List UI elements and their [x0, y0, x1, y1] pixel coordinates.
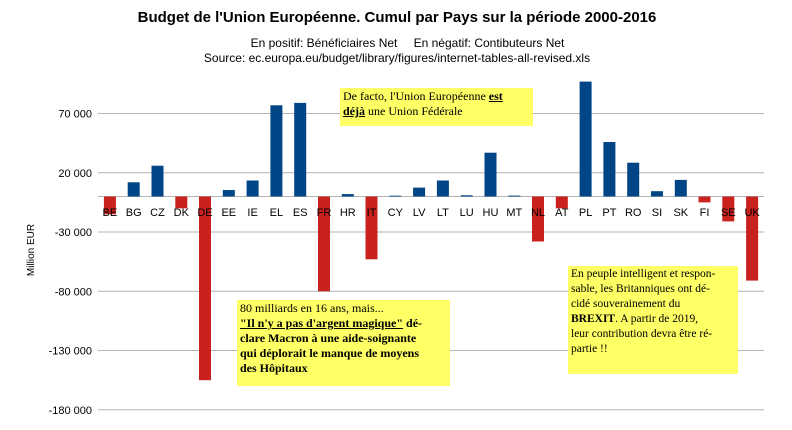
- bar-lu: [460, 195, 473, 197]
- chart-source: Source: ec.europa.eu/budget/library/figu…: [204, 51, 590, 65]
- bar-cz: [151, 165, 164, 197]
- y-tick-label: -180 000: [49, 405, 92, 417]
- x-tick-label: BE: [103, 207, 118, 219]
- annotation-macron-line2: dé-: [403, 316, 423, 330]
- bar-be: [103, 196, 116, 215]
- annotation-brexit-word: BREXIT: [571, 313, 616, 325]
- x-tick-label: MT: [506, 207, 522, 219]
- annotation-federal-pre: De facto, l'Union Européenne: [343, 89, 489, 103]
- bar-uk: [746, 196, 759, 281]
- annotation-brexit-line4: . A partir de 2019,: [615, 313, 699, 325]
- subtitle-positive: En positif: Bénéficiaires Net: [251, 36, 398, 50]
- bar-mt: [508, 195, 521, 197]
- x-tick-label: PT: [602, 207, 616, 219]
- x-tick-label: AT: [555, 207, 569, 219]
- bar-hr: [341, 194, 354, 197]
- bar-hu: [484, 152, 497, 197]
- bar-nl: [532, 196, 544, 242]
- bar-de: [199, 196, 211, 381]
- y-tick-label: -80 000: [55, 286, 92, 298]
- annotation-macron-quote: "Il n'y a pas d'argent magique": [240, 316, 404, 330]
- annotation-macron: 80 milliards en 16 ans, mais... "Il n'y …: [237, 300, 450, 386]
- bar-ro: [627, 162, 640, 197]
- x-tick-label: PL: [579, 207, 592, 219]
- subtitle-negative: En négatif: Contibuteurs Net: [414, 36, 565, 50]
- annotation-brexit-line1: En peuple intelligent et respon-: [571, 268, 716, 280]
- bar-ie: [246, 180, 259, 197]
- x-tick-label: NL: [531, 207, 545, 219]
- annotation-brexit-line3: cidé souverainement du: [571, 298, 681, 310]
- bar-dk: [175, 196, 188, 209]
- x-tick-label: FR: [317, 207, 332, 219]
- y-tick-label: 20 000: [58, 168, 92, 180]
- x-tick-label: DE: [197, 207, 212, 219]
- y-axis-title: Million EUR: [26, 224, 37, 276]
- x-tick-label: DK: [174, 207, 190, 219]
- bar-fr: [318, 196, 330, 292]
- x-tick-label: LV: [413, 207, 426, 219]
- annotation-federal-deja: déjà: [343, 104, 365, 118]
- x-tick-label: ES: [293, 207, 308, 219]
- bar-cy: [389, 195, 402, 197]
- chart-title: Budget de l'Union Européenne. Cumul par …: [138, 9, 657, 26]
- annotation-brexit-line5: leur contribution devra être ré-: [571, 328, 713, 340]
- x-tick-label: LU: [460, 207, 474, 219]
- x-tick-label: HR: [340, 207, 356, 219]
- x-tick-label: SE: [721, 207, 736, 219]
- x-axis-ticks: BE BG CZ DK DE EE IE EL ES FR HR IT CY LV LT LU HU MT NL AT…: [103, 207, 761, 219]
- bar-es: [294, 102, 307, 197]
- annotation-federal-union: De facto, l'Union Européenne est déjà un…: [340, 88, 533, 126]
- x-tick-label: CZ: [150, 207, 165, 219]
- x-tick-label: IE: [247, 207, 257, 219]
- bar-sk: [674, 179, 687, 197]
- annotation-brexit: En peuple intelligent et respon- sable, …: [568, 266, 738, 374]
- y-tick-label: 70 000: [58, 109, 92, 121]
- annotation-brexit-line6: partie !!: [571, 343, 608, 355]
- x-tick-label: BG: [126, 207, 142, 219]
- y-tick-label: -30 000: [55, 227, 92, 239]
- bar-fi: [698, 196, 711, 203]
- x-tick-label: SK: [673, 207, 688, 219]
- bar-at: [555, 196, 568, 209]
- x-tick-label: HU: [483, 207, 499, 219]
- annotation-macron-line5: des Hôpitaux: [240, 361, 308, 375]
- x-tick-label: FI: [700, 207, 710, 219]
- annotation-federal-post: une Union Fédérale: [365, 104, 463, 118]
- x-tick-label: EL: [270, 207, 283, 219]
- bar-lv: [413, 187, 426, 197]
- bar-pl: [579, 81, 592, 197]
- y-axis-ticks: 70 000 20 000 -30 000 -80 000 -130 000 -180 0…: [49, 109, 92, 417]
- bar-se: [722, 196, 735, 222]
- bar-it: [365, 196, 378, 260]
- annotation-macron-line1: 80 milliards en 16 ans, mais...: [240, 301, 384, 315]
- x-tick-label: EE: [221, 207, 236, 219]
- x-tick-label: RO: [625, 207, 642, 219]
- y-tick-label: -130 000: [49, 346, 92, 358]
- bar-bg: [127, 182, 140, 197]
- x-tick-label: SI: [652, 207, 662, 219]
- bars: [103, 81, 759, 381]
- x-tick-label: CY: [388, 207, 404, 219]
- x-tick-label: LT: [437, 207, 449, 219]
- x-tick-label: IT: [367, 207, 377, 219]
- bar-si: [651, 191, 663, 197]
- bar-pt: [603, 142, 616, 197]
- bar-el: [270, 105, 283, 197]
- annotation-macron-line4: qui déplorait le manque de moyens: [240, 346, 420, 360]
- annotation-brexit-line2: sable, les Britanniques ont dé-: [571, 283, 710, 295]
- annotation-macron-line3: clare Macron à une aide-soignante: [240, 331, 417, 345]
- bar-lt: [436, 180, 449, 197]
- annotation-federal-est: est: [488, 89, 503, 103]
- x-tick-label: UK: [744, 207, 760, 219]
- bar-ee: [222, 190, 235, 197]
